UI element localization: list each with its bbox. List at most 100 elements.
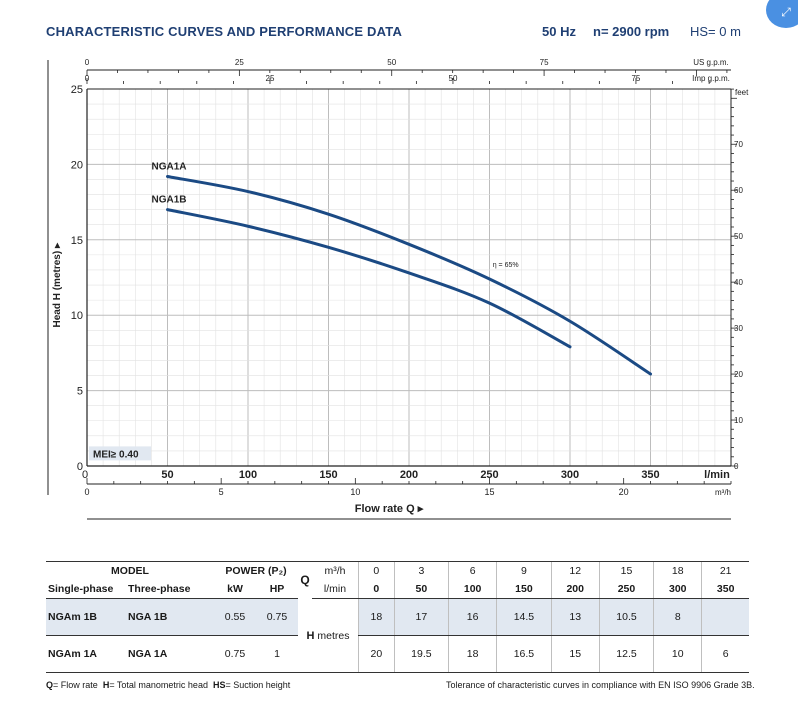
feet-tick-label: 0 [734, 462, 739, 471]
frequency-label: 50 Hz [542, 24, 576, 39]
m3h-tick-label: 10 [350, 487, 360, 497]
usgpm-tick-label: 50 [387, 58, 396, 67]
y-tick-label: 15 [71, 235, 83, 247]
page-title: CHARACTERISTIC CURVES AND PERFORMANCE DA… [46, 24, 403, 39]
chart-curves [166, 174, 652, 376]
expand-icon[interactable]: ⤢ [766, 0, 798, 28]
legend-hs-text: = Suction height [225, 680, 291, 690]
feet-tick-label: 40 [734, 278, 743, 287]
head-value [701, 598, 749, 636]
model-single: NGAm 1A [46, 635, 126, 673]
usgpm-tick-label: 25 [235, 58, 244, 67]
impgpm-tick-label: 25 [266, 74, 275, 83]
usgpm-tick-label: 0 [85, 58, 90, 67]
y-tick-label: 5 [77, 386, 83, 398]
legend-hs: HS [212, 680, 226, 690]
head-value: 13 [550, 598, 600, 636]
hp-header: HP [256, 580, 298, 599]
impgpm-tick-label: 75 [631, 74, 640, 83]
single-phase-header: Single-phase [46, 580, 126, 599]
m3h-value: 15 [598, 561, 654, 580]
series-label-nga1a: NGA1A [152, 161, 187, 172]
m3h-unit: m³/h [312, 561, 359, 580]
kw-value: 0.55 [214, 598, 256, 636]
impgpm-tick-label: 50 [449, 74, 458, 83]
x-axis-title: Flow rate Q ▸ [355, 503, 424, 515]
lmin-value: 350 [701, 580, 749, 599]
performance-table: MODEL POWER (P₂) Q m³/h 0 3 6 9 12 15 18… [46, 561, 749, 673]
m3h-value: 18 [653, 561, 702, 580]
head-value: 18 [358, 598, 395, 636]
usgpm-unit-label: US g.p.m. [693, 58, 729, 67]
kw-value: 0.75 [214, 635, 256, 673]
x-tick-label: 0 [82, 469, 88, 481]
y-tick-label: 10 [71, 310, 83, 322]
model-single: NGAm 1B [46, 598, 126, 636]
hp-value: 1 [256, 635, 298, 673]
m3h-value: 9 [496, 561, 552, 580]
head-value: 16 [448, 598, 497, 636]
x-tick-label: 50 [161, 469, 173, 481]
model-three: NGA 1B [126, 598, 214, 636]
head-value: 17 [393, 598, 449, 636]
lmin-value: 300 [653, 580, 702, 599]
usgpm-tick-label: 75 [540, 58, 549, 67]
m3h-unit-label: m³/h [715, 488, 731, 497]
impgpm-unit-label: Imp g.p.m. [692, 74, 730, 83]
efficiency-label: η = 65% [493, 262, 519, 269]
m3h-value: 3 [393, 561, 449, 580]
head-value: 10 [653, 635, 702, 673]
footer-legend: Q= Flow rate H= Total manometric head HS… [46, 680, 290, 690]
model-three: NGA 1A [126, 635, 214, 673]
m3h-tick-label: 15 [484, 487, 494, 497]
model-header: MODEL [46, 561, 214, 580]
y-tick-label: 0 [77, 461, 83, 473]
suction-label: HS= 0 m [690, 24, 741, 39]
lmin-value: 200 [550, 580, 600, 599]
chart-grid [86, 88, 732, 467]
lmin-value: 50 [393, 580, 449, 599]
speed-label: n= 2900 rpm [593, 24, 670, 39]
m3h-tick-label: 0 [84, 487, 89, 497]
feet-tick-label: 10 [734, 416, 743, 425]
h-label: H [306, 629, 315, 642]
lmin-value: 0 [358, 580, 395, 599]
hp-value: 0.75 [256, 598, 298, 636]
head-value: 12.5 [598, 635, 654, 673]
x-tick-label: 300 [561, 469, 579, 481]
head-value: 14.5 [496, 598, 552, 636]
impgpm-tick-label: 0 [85, 74, 90, 83]
lmin-unit: l/min [312, 580, 359, 599]
x-tick-label: 150 [319, 469, 337, 481]
feet-unit-label: feet [735, 88, 749, 97]
x-tick-label: 350 [641, 469, 659, 481]
y-axis-title: Head H (metres) ▸ [52, 242, 63, 327]
three-phase-header: Three-phase [126, 580, 214, 599]
x-tick-label: 200 [400, 469, 418, 481]
feet-tick-label: 50 [734, 232, 743, 241]
m3h-value: 0 [358, 561, 395, 580]
lmin-value: 100 [448, 580, 497, 599]
m3h-value: 21 [701, 561, 749, 580]
m3h-tick-label: 20 [619, 487, 629, 497]
legend-q: Q [46, 680, 54, 690]
lmin-value: 250 [598, 580, 654, 599]
curve-nga1a [166, 174, 652, 376]
mei-badge [89, 446, 151, 461]
head-value: 16.5 [496, 635, 552, 673]
y-tick-label: 25 [71, 84, 83, 96]
legend-h: H [102, 680, 110, 690]
kw-header: kW [214, 580, 256, 599]
power-header: POWER (P₂) [214, 561, 298, 580]
m3h-value: 6 [448, 561, 497, 580]
head-value: 18 [448, 635, 497, 673]
m3h-tick-label: 5 [219, 487, 224, 497]
feet-tick-label: 70 [734, 140, 743, 149]
lmin-value: 150 [496, 580, 552, 599]
q-label: Q [298, 561, 312, 599]
tolerance-note: Tolerance of characteristic curves in co… [446, 680, 755, 690]
mei-label: MEI≥ 0.40 [93, 449, 139, 460]
head-value: 20 [358, 635, 395, 673]
